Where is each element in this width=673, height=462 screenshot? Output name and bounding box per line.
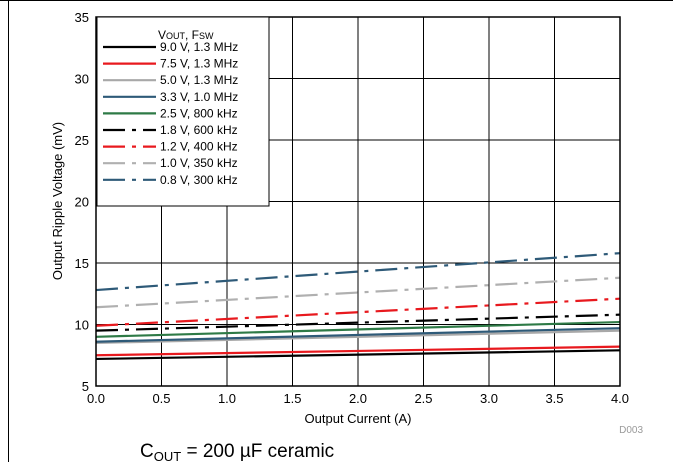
legend-title-out: OUT [166, 31, 186, 41]
y-tick-label: 10 [75, 318, 89, 333]
caption-rest: = 200 µF ceramic [181, 441, 334, 462]
series-line [95, 297, 621, 327]
y-tick-label: 5 [82, 379, 89, 394]
legend-label: 7.5 V, 1.3 MHz [160, 57, 238, 71]
x-tick-label: 3.0 [480, 391, 498, 406]
series-line [95, 313, 621, 332]
caption-out: OUT [154, 449, 182, 462]
series-line [95, 252, 621, 292]
series-line [95, 327, 621, 343]
series-line [95, 345, 621, 357]
y-axis-label: Output Ripple Voltage (mV) [50, 122, 65, 280]
legend-label: 1.8 V, 600 kHz [160, 123, 238, 137]
x-tick-label: 0.0 [87, 391, 105, 406]
series-layer [95, 252, 621, 361]
legend-label: 3.3 V, 1.0 MHz [160, 90, 238, 104]
y-tick-label: 25 [75, 133, 89, 148]
plot-frame [95, 16, 621, 387]
x-tick-label: 2.5 [414, 391, 432, 406]
y-tick-label: 15 [75, 256, 89, 271]
legend-title-v: V [158, 28, 166, 42]
caption: COUT = 200 µF ceramic [140, 441, 334, 462]
x-tick-label: 1.5 [283, 391, 301, 406]
legend-label: 9.0 V, 1.3 MHz [160, 40, 238, 54]
x-tick-label: 2.0 [349, 391, 367, 406]
series-line [95, 320, 621, 338]
legend-label: 1.2 V, 400 kHz [160, 140, 238, 154]
x-tick-label: 3.5 [545, 391, 563, 406]
legend-items: 9.0 V, 1.3 MHz 7.5 V, 1.3 MHz 5.0 V, 1.3 M… [103, 40, 238, 187]
figure-id: D003 [619, 425, 643, 436]
legend-title-sep: , F [185, 28, 199, 42]
series-line [95, 349, 621, 361]
legend-box [96, 16, 270, 207]
legend-label: 0.8 V, 300 kHz [160, 173, 238, 187]
x-tick-label: 0.5 [152, 391, 170, 406]
legend-label: 1.0 V, 350 kHz [160, 156, 238, 170]
x-tick-labels: 0.0 0.5 1.0 1.5 2.0 2.5 3.0 3.5 4.0 [87, 391, 629, 406]
legend-label: 2.5 V, 800 kHz [160, 106, 238, 120]
x-tick-label: 4.0 [611, 391, 629, 406]
caption-c: C [140, 441, 154, 462]
legend-title-sw: SW [199, 31, 214, 41]
legend-label: 5.0 V, 1.3 MHz [160, 73, 238, 87]
x-axis-label: Output Current (A) [305, 411, 412, 426]
y-tick-label: 35 [75, 10, 89, 25]
y-tick-labels: 5 10 15 20 25 30 35 [75, 10, 89, 394]
legend-title: VOUT, FSW [158, 28, 214, 42]
legend: VOUT, FSW 9.0 V, 1.3 MHz 7.5 V, 1.3 MHz 5.… [96, 16, 270, 207]
x-tick-label: 1.0 [218, 391, 236, 406]
series-line [95, 276, 621, 309]
y-tick-label: 20 [75, 195, 89, 210]
y-tick-label: 30 [75, 72, 89, 87]
series-line [95, 329, 621, 345]
